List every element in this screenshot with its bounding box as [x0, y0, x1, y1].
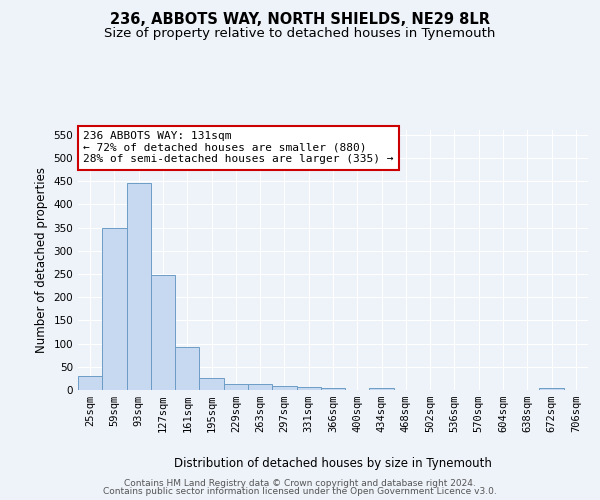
- Text: Contains public sector information licensed under the Open Government Licence v3: Contains public sector information licen…: [103, 487, 497, 496]
- Bar: [102, 228, 127, 390]
- Bar: [151, 275, 175, 390]
- Bar: [370, 388, 394, 390]
- Bar: [78, 376, 102, 390]
- Bar: [272, 386, 296, 390]
- Text: Size of property relative to detached houses in Tynemouth: Size of property relative to detached ho…: [104, 28, 496, 40]
- Text: Distribution of detached houses by size in Tynemouth: Distribution of detached houses by size …: [174, 458, 492, 470]
- Text: 236 ABBOTS WAY: 131sqm
← 72% of detached houses are smaller (880)
28% of semi-de: 236 ABBOTS WAY: 131sqm ← 72% of detached…: [83, 132, 394, 164]
- Bar: [127, 184, 151, 390]
- Bar: [175, 347, 199, 390]
- Bar: [296, 387, 321, 390]
- Bar: [539, 388, 564, 390]
- Bar: [248, 384, 272, 390]
- Bar: [224, 384, 248, 390]
- Bar: [199, 378, 224, 390]
- Text: 236, ABBOTS WAY, NORTH SHIELDS, NE29 8LR: 236, ABBOTS WAY, NORTH SHIELDS, NE29 8LR: [110, 12, 490, 28]
- Text: Contains HM Land Registry data © Crown copyright and database right 2024.: Contains HM Land Registry data © Crown c…: [124, 478, 476, 488]
- Y-axis label: Number of detached properties: Number of detached properties: [35, 167, 48, 353]
- Bar: [321, 388, 345, 390]
